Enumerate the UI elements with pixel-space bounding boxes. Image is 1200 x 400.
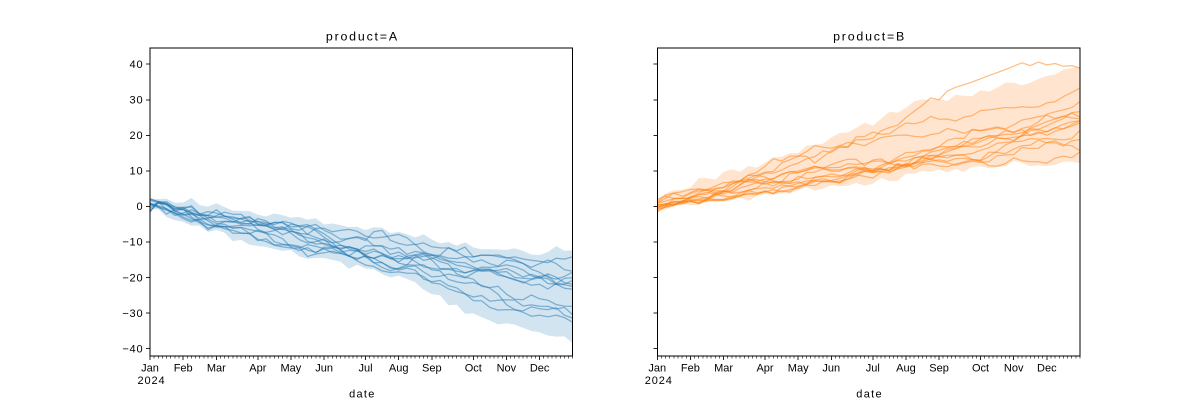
svg-text:40: 40 bbox=[130, 59, 144, 71]
svg-text:30: 30 bbox=[130, 95, 144, 107]
svg-text:Aug: Aug bbox=[389, 363, 409, 375]
svg-text:−40: −40 bbox=[122, 343, 143, 355]
svg-text:10: 10 bbox=[130, 166, 144, 178]
svg-text:Feb: Feb bbox=[681, 363, 700, 375]
svg-text:20: 20 bbox=[130, 130, 144, 142]
svg-text:product=B: product=B bbox=[833, 29, 906, 43]
svg-text:Dec: Dec bbox=[530, 363, 550, 375]
svg-text:Apr: Apr bbox=[249, 363, 266, 375]
svg-text:Oct: Oct bbox=[972, 363, 989, 375]
svg-text:Sep: Sep bbox=[929, 363, 949, 375]
svg-text:Nov: Nov bbox=[1004, 363, 1024, 375]
svg-text:Oct: Oct bbox=[465, 363, 482, 375]
svg-text:date: date bbox=[349, 388, 376, 400]
svg-text:−20: −20 bbox=[122, 272, 143, 284]
svg-text:product=A: product=A bbox=[326, 29, 399, 43]
svg-text:Mar: Mar bbox=[207, 363, 226, 375]
svg-text:Nov: Nov bbox=[497, 363, 517, 375]
svg-text:0: 0 bbox=[136, 201, 143, 213]
svg-text:Sep: Sep bbox=[422, 363, 442, 375]
svg-text:Jun: Jun bbox=[822, 363, 840, 375]
svg-text:Aug: Aug bbox=[896, 363, 916, 375]
svg-text:Jun: Jun bbox=[315, 363, 333, 375]
svg-text:Jul: Jul bbox=[866, 363, 880, 375]
svg-text:date: date bbox=[856, 388, 883, 400]
svg-text:Jan: Jan bbox=[141, 363, 159, 375]
svg-text:Dec: Dec bbox=[1037, 363, 1057, 375]
svg-text:Feb: Feb bbox=[174, 363, 193, 375]
svg-text:Jul: Jul bbox=[358, 363, 372, 375]
svg-text:Apr: Apr bbox=[756, 363, 773, 375]
svg-text:May: May bbox=[281, 363, 302, 375]
svg-text:Mar: Mar bbox=[714, 363, 733, 375]
svg-text:May: May bbox=[788, 363, 809, 375]
svg-text:2024: 2024 bbox=[137, 375, 165, 387]
svg-text:−30: −30 bbox=[122, 308, 143, 320]
svg-text:Jan: Jan bbox=[648, 363, 666, 375]
svg-text:−10: −10 bbox=[122, 237, 143, 249]
svg-text:2024: 2024 bbox=[645, 375, 673, 387]
